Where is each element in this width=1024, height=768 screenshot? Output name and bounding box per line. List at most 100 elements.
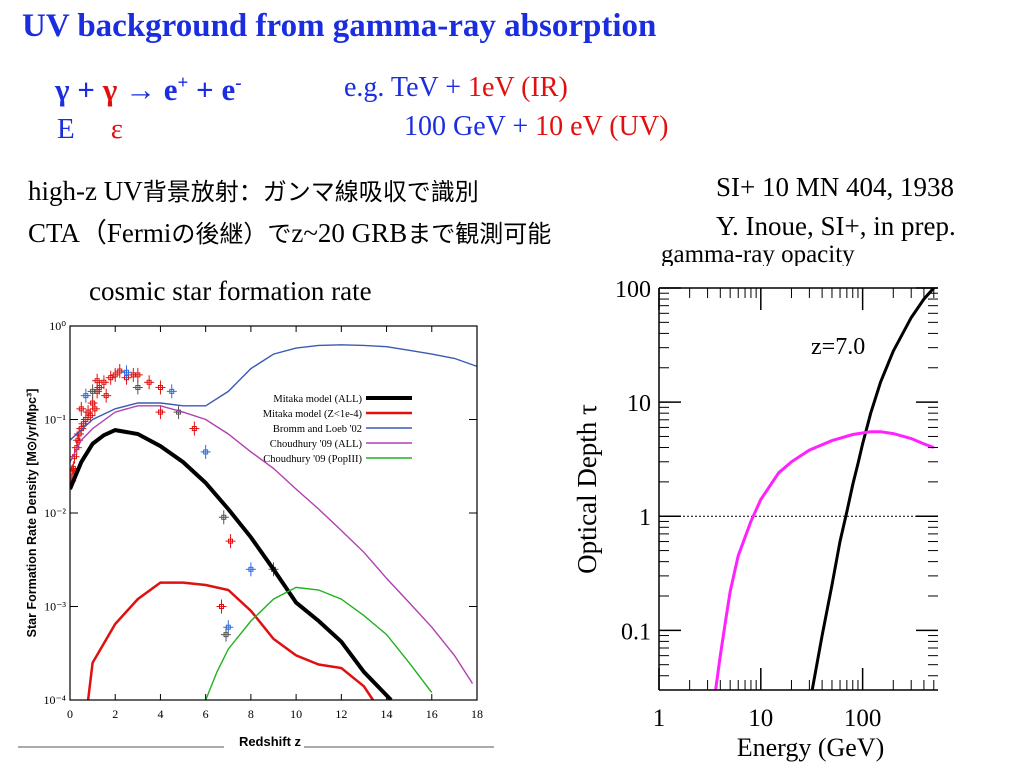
x-axis-label: Energy (GeV) <box>737 733 885 762</box>
line2-text-d: z~20 GRB <box>291 218 408 248</box>
line1-text-a: high-z UV <box>28 176 143 206</box>
right-chart-caption: gamma-ray opacity <box>661 241 855 268</box>
slide-title: UV background from gamma-ray absorption <box>22 8 657 44</box>
x-tick-label: 4 <box>157 707 163 721</box>
line1-text-b: 背景放射：ガンマ線吸収で識別 <box>142 178 479 206</box>
x-tick-label: 0 <box>67 707 73 721</box>
plot-mask-right <box>938 266 1024 768</box>
bullet-line-1: high-z UV背景放射：ガンマ線吸収で識別 <box>28 172 479 207</box>
obs-point <box>135 384 141 390</box>
x-tick-label: 2 <box>112 707 118 721</box>
positron-sign: + <box>177 72 189 94</box>
example-ir-prefix: e.g. TeV + <box>344 72 469 103</box>
eq-plus-electron: + e <box>188 72 236 107</box>
eq-arrow-positron: → e <box>117 72 178 107</box>
left-chart-caption: cosmic star formation rate <box>89 276 372 306</box>
plot-mask-top <box>0 306 500 326</box>
obs-point <box>83 417 89 422</box>
x-tick-label: 16 <box>426 707 438 721</box>
obs-point <box>218 604 224 609</box>
obs-point <box>221 514 227 520</box>
obs-point <box>117 368 123 374</box>
plot-mask-left <box>0 306 70 766</box>
line2-text-e: まで観測可能 <box>407 220 552 248</box>
x-tick-label: 10 <box>290 707 302 721</box>
line2-text-b: Fermi <box>106 218 172 248</box>
y-tick-label: 10 <box>627 391 651 417</box>
sfr-series-line <box>68 428 393 702</box>
plot-mask-right <box>477 306 500 766</box>
y-axis-label: Optical Depth τ <box>572 404 602 574</box>
sfr-series-line <box>205 586 433 701</box>
x-tick-label: 8 <box>248 707 254 721</box>
example-ir-value: 1eV (IR) <box>468 72 568 103</box>
y-tick-label: 10⁻³ <box>44 600 66 614</box>
obs-point <box>223 632 229 638</box>
reference-1: SI+ 10 MN 404, 1938 <box>716 172 954 202</box>
y-tick-label: 10⁻⁴ <box>43 693 66 707</box>
plot-mask-bottom <box>560 690 1024 768</box>
obs-point <box>248 566 254 572</box>
gamma-2: γ <box>102 72 118 107</box>
obs-point <box>90 388 96 394</box>
x-tick-label: 6 <box>203 707 209 721</box>
obs-point <box>94 378 100 384</box>
y-tick-label: 10⁻² <box>44 506 66 520</box>
x-tick-label: 18 <box>471 707 483 721</box>
legend-label: Choudhury '09 (ALL) <box>270 439 363 450</box>
obs-point <box>92 406 98 412</box>
eq-plus-1: + <box>69 72 103 107</box>
y-tick-label: 0.1 <box>621 619 651 645</box>
redshift-annotation: z=7.0 <box>811 334 865 360</box>
tau-series-line <box>714 430 935 691</box>
legend-label: Mitaka model (ALL) <box>273 394 362 405</box>
obs-point <box>103 393 109 399</box>
x-tick-label: 12 <box>335 707 347 721</box>
obs-point <box>157 409 163 415</box>
obs-point <box>83 393 89 399</box>
y-tick-label: 10⁰ <box>49 319 66 333</box>
line2-text-a: CTA（ <box>28 218 107 248</box>
obs-point <box>169 388 175 394</box>
obs-point <box>135 372 141 378</box>
x-tick-label: 10 <box>748 705 773 732</box>
reference-2: Y. Inoue, SI+, in prep. <box>716 211 956 241</box>
obs-point <box>70 465 76 471</box>
obs-point <box>78 406 84 412</box>
legend-label: Choudhury '09 (PopIII) <box>263 454 362 465</box>
plot-mask-top <box>560 266 1024 288</box>
sfr-chart: 0 2 4 6 8 10 12 14 16 18 10⁰ 10⁻¹ 10⁻² 10⁻³ 10⁻⁴ Redshi… <box>0 306 500 766</box>
example-uv-value: 10 eV (UV) <box>535 111 669 142</box>
bullet-line-2: CTA（Fermiの後継）でz~20 GRBまで観測可能 <box>28 211 551 250</box>
line2-text-c: の後継）で <box>171 220 292 248</box>
y-tick-label: 10⁻¹ <box>44 413 66 427</box>
obs-point <box>228 538 234 544</box>
plot-mask-left <box>560 266 659 768</box>
x-tick-label: 1 <box>653 705 666 732</box>
obs-point <box>157 384 163 390</box>
x-tick-label: 100 <box>844 705 882 732</box>
plot-mask-bottom <box>0 700 500 766</box>
obs-point <box>191 426 197 432</box>
y-axis-label: Star Formation Rate Density [M⊙/yr/Mpc³] <box>25 389 39 638</box>
obs-point <box>87 413 93 419</box>
epsilon-symbol: ε <box>110 113 123 145</box>
obs-point <box>101 379 107 385</box>
obs-point <box>146 379 152 385</box>
pair-production-equation: γ + γ → e+ + e- <box>55 72 242 108</box>
sfr-series-line <box>69 405 474 684</box>
energy-symbol: E <box>57 113 75 145</box>
tau-series-line <box>810 282 940 691</box>
sfr-series-line <box>86 581 375 701</box>
obs-point <box>112 372 118 378</box>
obs-point <box>225 624 231 630</box>
example-ir: e.g. TeV + 1eV (IR) <box>344 72 568 104</box>
example-uv-prefix: 100 GeV + <box>404 111 536 142</box>
legend-label: Mitaka model (Z<1e-4) <box>263 409 363 420</box>
y-tick-label: 100 <box>615 277 651 303</box>
legend-label: Bromm and Loeb '02 <box>273 424 362 435</box>
sfr-series-line <box>69 344 478 441</box>
x-axis-label: Redshift z <box>239 734 302 749</box>
